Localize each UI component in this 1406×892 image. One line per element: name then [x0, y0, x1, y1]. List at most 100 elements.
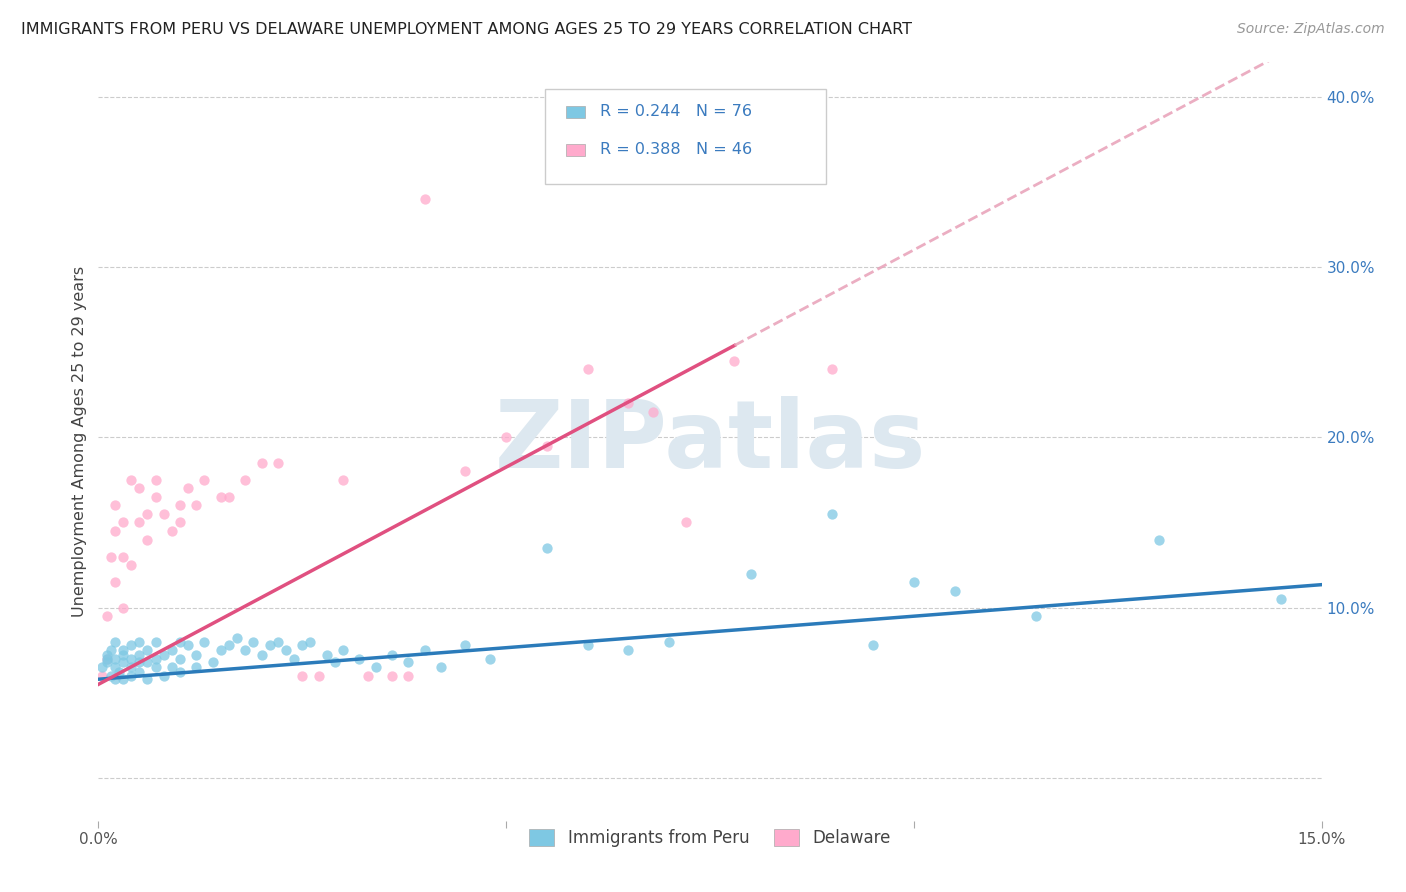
Point [120, 473, 142, 487]
Point [145, 473, 167, 487]
Point [96, 609, 118, 624]
Point [100, 549, 122, 564]
Point [111, 648, 134, 663]
Point [152, 669, 174, 683]
Point [186, 499, 208, 513]
Point [641, 405, 664, 419]
Text: R = 0.244   N = 76: R = 0.244 N = 76 [600, 104, 752, 120]
Point [136, 643, 159, 657]
Point [136, 507, 159, 521]
Point [209, 643, 232, 657]
Point [218, 490, 240, 504]
Point [100, 669, 122, 683]
Point [169, 499, 191, 513]
Point [128, 648, 150, 663]
Point [396, 655, 419, 669]
Text: IMMIGRANTS FROM PERU VS DELAWARE UNEMPLOYMENT AMONG AGES 25 TO 29 YEARS CORRELAT: IMMIGRANTS FROM PERU VS DELAWARE UNEMPLO… [21, 22, 912, 37]
Point [120, 638, 142, 652]
Point [111, 672, 134, 686]
Point [136, 533, 159, 547]
Point [1270, 592, 1292, 607]
Point [160, 643, 183, 657]
Point [128, 665, 150, 680]
Point [381, 648, 404, 663]
Point [576, 638, 599, 652]
Point [128, 482, 150, 496]
Y-axis label: Unemployment Among Ages 25 to 29 years: Unemployment Among Ages 25 to 29 years [72, 266, 87, 617]
Point [233, 643, 256, 657]
Point [111, 516, 134, 530]
Point [169, 634, 191, 648]
Point [186, 660, 208, 674]
Point [675, 516, 697, 530]
Point [108, 665, 131, 680]
Point [104, 634, 127, 648]
Point [1025, 609, 1047, 624]
Point [169, 665, 191, 680]
Point [104, 660, 127, 674]
Point [136, 672, 159, 686]
Point [128, 655, 150, 669]
Bar [565, 144, 585, 156]
Point [120, 558, 142, 572]
Text: Source: ZipAtlas.com: Source: ZipAtlas.com [1237, 22, 1385, 37]
Point [152, 507, 174, 521]
Point [96, 652, 118, 666]
Point [323, 655, 346, 669]
Point [145, 660, 167, 674]
Point [617, 643, 640, 657]
Point [120, 652, 142, 666]
Point [96, 652, 118, 666]
Point [332, 643, 354, 657]
Point [903, 575, 925, 590]
Point [209, 490, 232, 504]
Point [364, 660, 387, 674]
Point [332, 473, 354, 487]
Point [128, 516, 150, 530]
Point [536, 541, 558, 555]
Point [160, 660, 183, 674]
Point [100, 643, 122, 657]
Point [104, 499, 127, 513]
Point [160, 524, 183, 538]
Point [821, 507, 844, 521]
Point [291, 669, 314, 683]
Point [145, 652, 167, 666]
Point [821, 362, 844, 376]
Point [617, 396, 640, 410]
Point [430, 660, 453, 674]
Point [96, 648, 118, 663]
Text: R = 0.388   N = 46: R = 0.388 N = 46 [600, 142, 752, 157]
Point [536, 439, 558, 453]
Point [454, 638, 477, 652]
Point [177, 638, 200, 652]
Point [145, 490, 167, 504]
Point [495, 430, 517, 444]
Point [145, 634, 167, 648]
Point [111, 643, 134, 657]
Point [356, 669, 378, 683]
Point [169, 516, 191, 530]
Point [91, 660, 114, 674]
Point [193, 634, 215, 648]
Point [111, 600, 134, 615]
Point [267, 634, 290, 648]
Point [658, 634, 681, 648]
Point [308, 669, 330, 683]
Point [413, 192, 436, 206]
Bar [565, 105, 585, 118]
Point [226, 632, 249, 646]
Point [242, 634, 264, 648]
Point [1147, 533, 1170, 547]
Point [193, 473, 215, 487]
Point [128, 634, 150, 648]
Point [723, 353, 745, 368]
Point [740, 566, 762, 581]
Point [111, 549, 134, 564]
Point [201, 655, 224, 669]
Point [259, 638, 281, 652]
Point [104, 524, 127, 538]
Point [478, 652, 501, 666]
Point [120, 669, 142, 683]
Point [299, 634, 322, 648]
